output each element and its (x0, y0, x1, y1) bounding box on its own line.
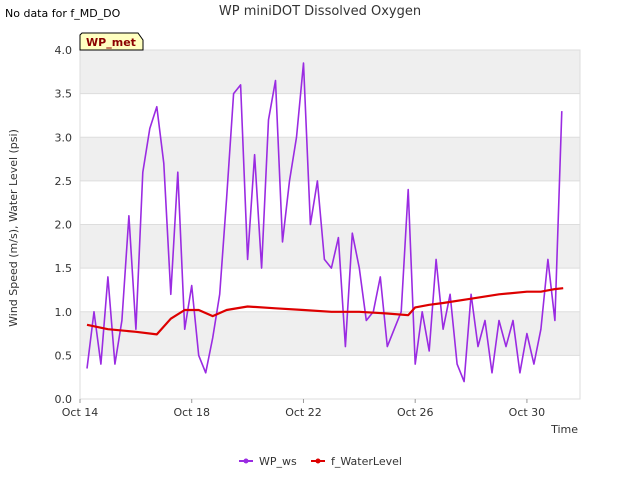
y-axis-label: Wind Speed (m/s), Water Level (psi) (7, 129, 20, 327)
legend-label-ws: WP_ws (259, 455, 297, 468)
legend-item-ws[interactable]: WP_ws (239, 455, 297, 468)
no-data-message: No data for f_MD_DO (5, 7, 121, 20)
series-layer (86, 62, 564, 383)
x-tick-label: Oct 18 (173, 406, 210, 419)
wp-met-badge: WP_met (79, 32, 144, 51)
x-tick-label: Oct 30 (509, 406, 546, 419)
legend: WP_ws f_WaterLevel (239, 455, 402, 468)
plot-band (80, 224, 580, 269)
y-tick-label: 2.5 (55, 175, 73, 188)
y-tick-label: 3.5 (55, 88, 73, 101)
plot-bands (80, 50, 580, 356)
x-tick-label: Oct 14 (62, 406, 99, 419)
y-tick-label: 0.5 (55, 349, 73, 362)
plot-area (79, 49, 581, 400)
y-tick-label: 2.0 (55, 219, 73, 232)
y-axis: 0.0 0.5 1.0 1.5 2.0 2.5 3.0 3.5 4.0 (55, 44, 73, 406)
y-tick-label: 3.0 (55, 131, 73, 144)
legend-item-water[interactable]: f_WaterLevel (311, 455, 402, 468)
legend-marker-water (315, 458, 321, 464)
plot-band (80, 137, 580, 181)
x-axis-label: Time (550, 423, 578, 436)
x-tick-label: Oct 26 (397, 406, 434, 419)
y-tick-label: 1.5 (55, 262, 73, 275)
x-tick-label: Oct 22 (285, 406, 322, 419)
y-tick-label: 0.0 (55, 393, 73, 406)
legend-marker-ws (243, 458, 249, 464)
chart-title: WP miniDOT Dissolved Oxygen (219, 4, 421, 19)
series-line-ws (86, 62, 563, 383)
legend-label-water: f_WaterLevel (331, 455, 402, 468)
series-line-water (86, 287, 564, 336)
badge-shape (79, 32, 144, 51)
plot-band (80, 50, 580, 94)
badge-label: WP_met (86, 36, 136, 49)
x-axis: Oct 14 Oct 18 Oct 22 Oct 26 Oct 30 (62, 399, 545, 419)
y-tick-label: 1.0 (55, 306, 73, 319)
y-tick-label: 4.0 (55, 44, 73, 57)
